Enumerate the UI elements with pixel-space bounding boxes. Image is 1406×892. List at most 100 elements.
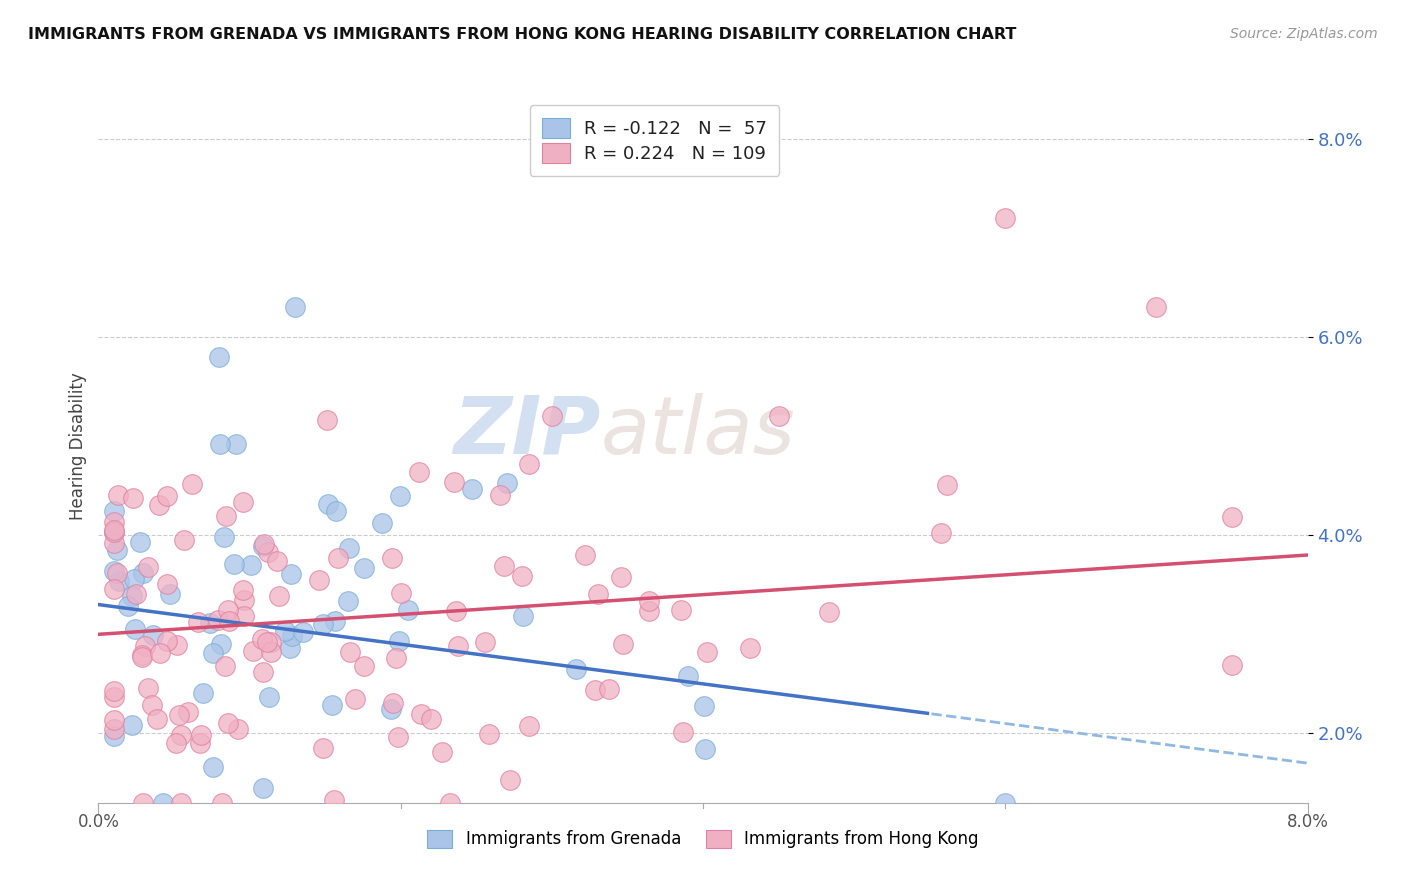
Point (141, 698, 163, 713)
Point (371, 516, 394, 530)
Point (121, 717, 143, 731)
Point (156, 634, 179, 648)
Point (323, 793, 346, 807)
Point (280, 567, 302, 582)
Point (574, 548, 596, 562)
Point (215, 509, 238, 524)
Point (103, 524, 125, 539)
Point (217, 603, 239, 617)
Point (444, 604, 467, 618)
Point (353, 561, 375, 575)
Point (103, 523, 125, 537)
Point (499, 772, 522, 787)
Point (339, 645, 361, 659)
Point (222, 558, 245, 572)
Point (292, 625, 315, 640)
Point (420, 712, 443, 726)
Point (381, 551, 404, 566)
Point (148, 498, 170, 512)
Point (693, 698, 716, 713)
Point (280, 641, 302, 656)
Point (136, 560, 159, 574)
Point (208, 350, 231, 364)
Point (388, 489, 411, 503)
Point (311, 616, 333, 631)
Point (156, 576, 179, 591)
Point (142, 628, 165, 642)
Point (565, 662, 588, 676)
Point (693, 742, 716, 756)
Point (209, 637, 232, 651)
Point (678, 669, 700, 683)
Point (152, 796, 174, 810)
Point (103, 524, 125, 539)
Point (250, 632, 273, 646)
Point (269, 589, 291, 603)
Point (218, 615, 240, 629)
Point (242, 643, 264, 657)
Point (474, 635, 496, 649)
Point (170, 796, 193, 810)
Point (226, 723, 249, 737)
Point (308, 574, 330, 588)
Point (105, 542, 128, 557)
Point (1146, 300, 1168, 314)
Point (387, 730, 409, 744)
Point (103, 564, 125, 578)
Point (1220, 658, 1243, 673)
Point (344, 692, 367, 706)
Point (489, 488, 512, 502)
Point (103, 729, 125, 743)
Text: atlas: atlas (600, 392, 794, 471)
Point (446, 639, 468, 653)
Point (817, 605, 839, 619)
Point (103, 582, 125, 596)
Point (260, 645, 283, 659)
Point (517, 457, 540, 471)
Point (131, 648, 153, 662)
Point (274, 624, 297, 639)
Point (353, 658, 375, 673)
Point (187, 615, 209, 629)
Point (225, 437, 247, 451)
Point (256, 635, 278, 649)
Point (103, 515, 125, 529)
Point (132, 796, 155, 810)
Point (443, 475, 465, 490)
Point (166, 638, 188, 652)
Point (156, 489, 179, 503)
Point (496, 476, 519, 491)
Point (107, 488, 129, 502)
Point (122, 491, 145, 506)
Point (132, 566, 155, 580)
Point (212, 530, 235, 544)
Text: ZIP: ZIP (453, 392, 600, 471)
Text: IMMIGRANTS FROM GRENADA VS IMMIGRANTS FROM HONG KONG HEARING DISABILITY CORRELAT: IMMIGRANTS FROM GRENADA VS IMMIGRANTS FR… (28, 27, 1017, 42)
Point (121, 589, 143, 603)
Point (124, 587, 146, 601)
Point (193, 686, 215, 700)
Point (740, 640, 762, 655)
Point (103, 684, 125, 698)
Point (388, 634, 411, 648)
Point (492, 559, 515, 574)
Point (439, 796, 461, 810)
Point (159, 587, 181, 601)
Point (612, 637, 634, 651)
Point (173, 533, 195, 548)
Point (134, 640, 156, 654)
Point (478, 726, 501, 740)
Point (638, 594, 661, 608)
Point (122, 572, 145, 586)
Point (257, 544, 280, 558)
Point (512, 608, 534, 623)
Point (198, 616, 221, 631)
Point (148, 646, 170, 660)
Point (257, 690, 280, 705)
Point (260, 635, 283, 649)
Point (129, 535, 152, 549)
Point (638, 604, 661, 618)
Point (252, 665, 274, 680)
Point (124, 622, 146, 636)
Point (430, 745, 453, 759)
